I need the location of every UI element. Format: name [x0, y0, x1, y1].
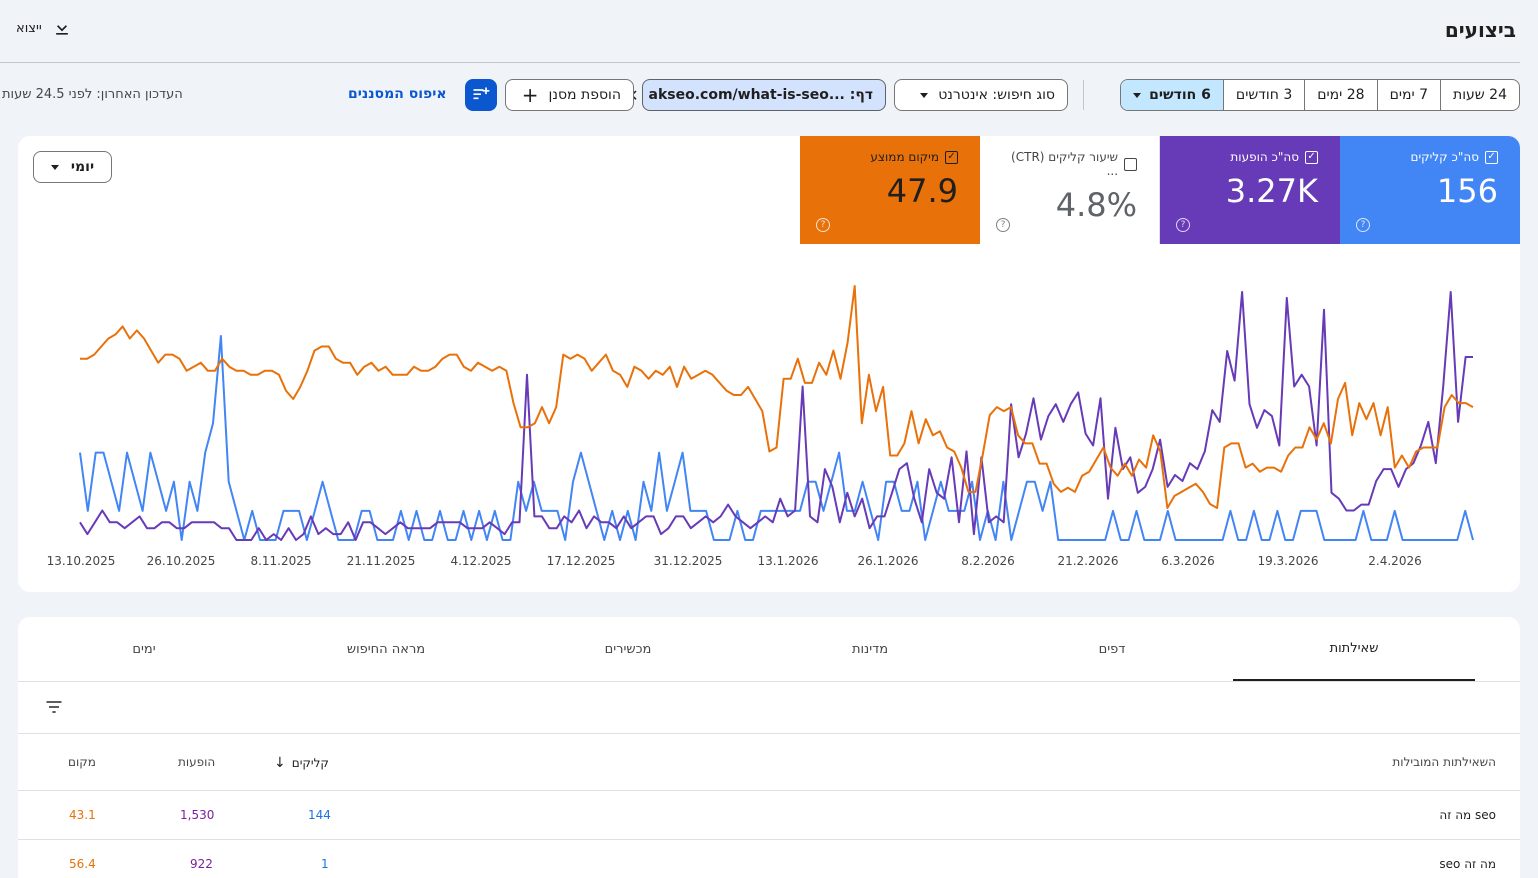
- filter-divider: [1083, 80, 1084, 110]
- metric-clicks-value: 156: [1436, 172, 1498, 210]
- help-icon[interactable]: ?: [1356, 218, 1370, 232]
- column-header-clicks-label: קליקים: [291, 756, 329, 770]
- page-filter-label: דף: ...akseo.com/what-is-seo: [648, 87, 874, 103]
- checkbox-checked-icon[interactable]: ✓: [1305, 150, 1318, 164]
- query-cell: מה זה seo: [1439, 808, 1496, 822]
- x-tick-label: 21.11.2025: [347, 554, 416, 568]
- column-header-impressions[interactable]: הופעות: [178, 755, 216, 769]
- download-icon: [55, 19, 68, 35]
- export-button[interactable]: ייצוא: [16, 18, 72, 38]
- checkbox-checked-icon[interactable]: ✓: [1485, 150, 1498, 164]
- query-cell: seo מה זה: [1439, 857, 1496, 871]
- metric-card-impressions[interactable]: ✓ סה"כ הופעות 3.27K ?: [1160, 136, 1340, 244]
- date-range-selector: 24 שעות 7 ימים 28 ימים 3 חודשים 6 חודשים: [1120, 79, 1520, 111]
- add-filter-button[interactable]: הוספת מסנן +: [505, 79, 634, 111]
- x-tick-label: 8.11.2025: [250, 554, 311, 568]
- impressions-cell: 1,530: [180, 808, 215, 822]
- metric-card-ctr[interactable]: שיעור קליקים (CTR) ... 4.8% ?: [980, 136, 1160, 244]
- report-tabs: שאילתות דפים מדינות מכשירים מראה החיפוש …: [18, 617, 1520, 682]
- metric-card-position[interactable]: ✓ מיקום ממוצע 47.9 ?: [800, 136, 980, 244]
- table-row[interactable]: seo מה זה 1 922 56.4: [18, 840, 1520, 878]
- x-tick-label: 26.1.2026: [857, 554, 918, 568]
- help-icon[interactable]: ?: [816, 218, 830, 232]
- table-row[interactable]: מה זה seo 144 1,530 43.1: [18, 791, 1520, 839]
- performance-chart-card: יומי ✓ סה"כ קליקים 156 ? ✓ סה"כ הופעות 3.2…: [18, 136, 1520, 592]
- export-label: ייצוא: [16, 20, 42, 36]
- header-divider: [0, 62, 1520, 63]
- page-title: ביצועים: [1444, 18, 1516, 42]
- tab-search-appearance[interactable]: מראה החיפוש: [346, 641, 426, 657]
- tab-devices[interactable]: מכשירים: [604, 641, 652, 657]
- clicks-cell: 144: [308, 808, 331, 822]
- x-tick-label: 17.12.2025: [547, 554, 616, 568]
- granularity-dropdown[interactable]: יומי: [33, 151, 112, 183]
- x-tick-label: 4.12.2025: [450, 554, 511, 568]
- tab-days[interactable]: ימים: [132, 641, 156, 657]
- checkbox-unchecked-icon[interactable]: [1124, 157, 1137, 171]
- chevron-down-icon: [920, 92, 929, 98]
- reset-filters-link[interactable]: איפוס המסננים: [348, 86, 447, 102]
- filter-settings-button[interactable]: [465, 79, 497, 111]
- x-tick-label: 13.1.2026: [757, 554, 818, 568]
- clicks-cell: 1: [321, 857, 329, 871]
- x-tick-label: 2.4.2026: [1368, 554, 1421, 568]
- column-header-query[interactable]: השאילתות המובילות: [1392, 755, 1496, 769]
- metric-ctr-label: שיעור קליקים (CTR) ...: [1011, 150, 1119, 178]
- x-tick-label: 8.2.2026: [961, 554, 1014, 568]
- metric-position-label: מיקום ממוצע: [870, 150, 939, 164]
- position-cell: 56.4: [69, 857, 96, 871]
- search-type-filter-chip[interactable]: סוג חיפוש: אינטרנט: [894, 79, 1068, 111]
- x-tick-label: 21.2.2026: [1057, 554, 1118, 568]
- add-filter-label: הוספת מסנן: [548, 87, 621, 103]
- date-range-24h[interactable]: 24 שעות: [1440, 80, 1519, 110]
- performance-line-chart: 13.10.2025 26.10.2025 8.11.2025 21.11.2025 4…: [47, 285, 1474, 568]
- metric-clicks-label: סה"כ קליקים: [1410, 150, 1479, 164]
- arrow-down-icon: ↓: [274, 755, 286, 771]
- tab-pages[interactable]: דפים: [1098, 641, 1126, 657]
- x-tick-label: 31.12.2025: [654, 554, 723, 568]
- position-cell: 43.1: [69, 808, 96, 822]
- last-updated-text: העדכון האחרון: לפני 24.5 שעות: [2, 87, 183, 102]
- chevron-down-icon: [1133, 92, 1142, 98]
- filter-icon[interactable]: [44, 697, 64, 717]
- table-divider: [18, 790, 1520, 791]
- table-divider: [18, 839, 1520, 840]
- date-range-6m-label: 6 חודשים: [1149, 87, 1211, 103]
- series-line-1: [79, 291, 1473, 541]
- metric-position-value: 47.9: [886, 172, 958, 210]
- x-tick-label: 26.10.2025: [147, 554, 216, 568]
- metric-impressions-value: 3.27K: [1225, 172, 1318, 210]
- date-range-28d[interactable]: 28 ימים: [1304, 80, 1376, 110]
- help-icon[interactable]: ?: [1176, 218, 1190, 232]
- tab-queries[interactable]: שאילתות: [1233, 617, 1475, 681]
- date-range-6m[interactable]: 6 חודשים: [1121, 80, 1223, 110]
- table-divider: [18, 733, 1520, 734]
- checkbox-checked-icon[interactable]: ✓: [945, 150, 958, 164]
- page-filter-chip[interactable]: דף: ...akseo.com/what-is-seo ✕: [625, 79, 886, 111]
- impressions-cell: 922: [190, 857, 213, 871]
- tab-countries[interactable]: מדינות: [851, 641, 889, 657]
- metric-ctr-value: 4.8%: [1055, 186, 1137, 224]
- granularity-label: יומי: [70, 159, 95, 175]
- date-range-3m[interactable]: 3 חודשים: [1222, 80, 1304, 110]
- search-type-label: סוג חיפוש: אינטרנט: [938, 87, 1055, 103]
- x-tick-label: 13.10.2025: [47, 554, 116, 568]
- column-header-position[interactable]: מקום: [68, 755, 96, 769]
- plus-icon: +: [521, 83, 539, 107]
- report-table-card: שאילתות דפים מדינות מכשירים מראה החיפוש …: [18, 617, 1520, 878]
- filter-add-icon: [473, 87, 490, 100]
- help-icon[interactable]: ?: [996, 218, 1010, 232]
- series-line-2: [80, 285, 1474, 509]
- metric-card-clicks[interactable]: ✓ סה"כ קליקים 156 ?: [1340, 136, 1520, 244]
- column-header-clicks[interactable]: קליקים ↓: [274, 755, 329, 771]
- metric-impressions-label: סה"כ הופעות: [1230, 150, 1299, 164]
- x-tick-label: 6.3.2026: [1161, 554, 1214, 568]
- x-tick-label: 19.3.2026: [1257, 554, 1318, 568]
- chevron-down-icon: [50, 164, 59, 170]
- date-range-7d[interactable]: 7 ימים: [1376, 80, 1440, 110]
